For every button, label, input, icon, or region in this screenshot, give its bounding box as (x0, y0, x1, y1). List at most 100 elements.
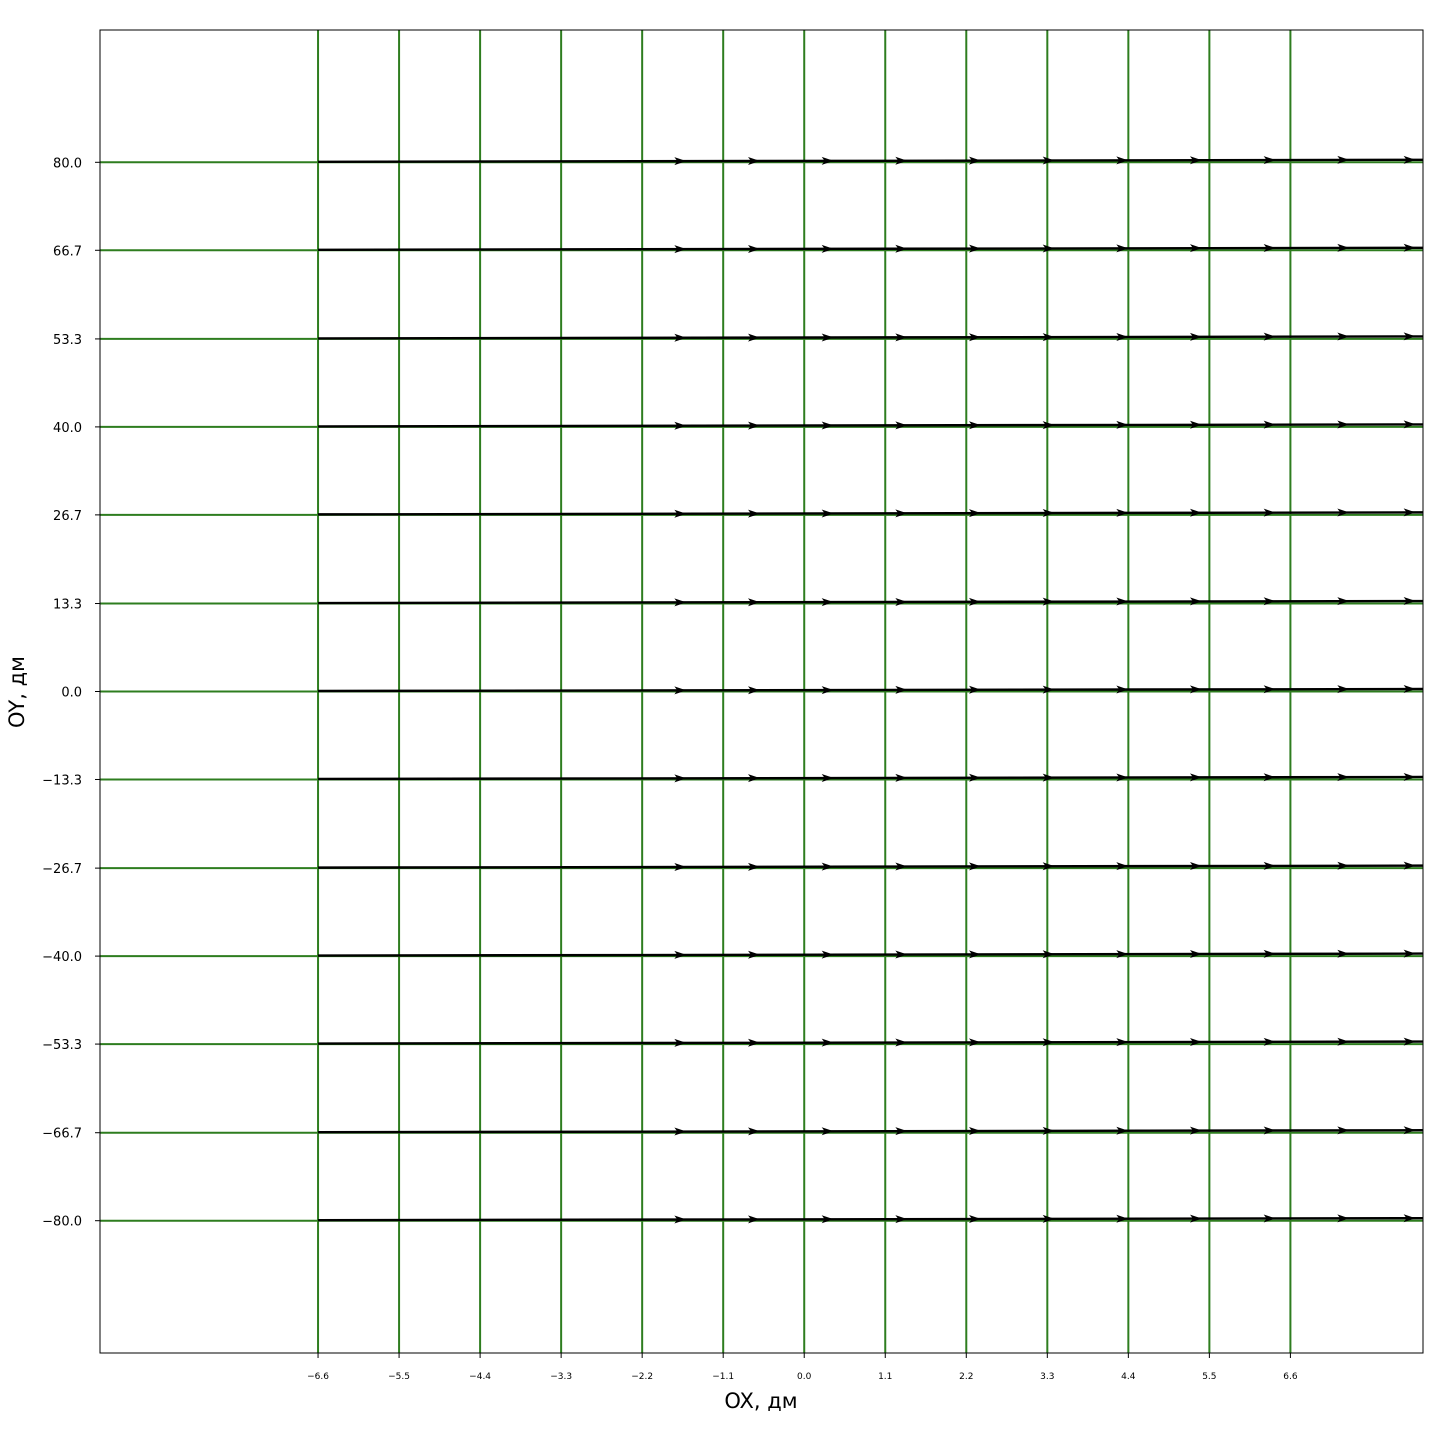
y-tick-label-6: 0.0 (61, 686, 82, 701)
arrow-head-12-3 (895, 1215, 908, 1224)
arrow-head-8-10 (1403, 861, 1416, 870)
arrow-head-8-4 (969, 862, 982, 871)
arrow-head-1-3 (895, 244, 908, 253)
y-tick-label-3: 40.0 (53, 421, 82, 436)
arrow-head-5-10 (1403, 597, 1416, 606)
arrow-head-7-0 (674, 774, 687, 783)
arrow-head-5-7 (1190, 597, 1203, 606)
x-tick-label-10: 4.4 (1121, 1372, 1136, 1382)
arrow-head-12-1 (748, 1215, 761, 1224)
arrow-head-7-6 (1116, 773, 1129, 782)
x-tick-label-1: −5.5 (388, 1372, 410, 1382)
arrow-head-4-9 (1337, 508, 1350, 517)
x-tick-label-2: −4.4 (469, 1372, 491, 1382)
arrow-head-12-0 (674, 1215, 687, 1224)
arrow-head-1-1 (748, 244, 761, 253)
y-tick-label-11: −66.7 (42, 1127, 82, 1142)
arrow-head-5-8 (1263, 597, 1276, 606)
arrow-head-7-10 (1403, 772, 1416, 781)
arrow-head-0-2 (821, 156, 834, 165)
streamline-1 (318, 246, 1424, 251)
arrow-head-11-10 (1403, 1126, 1416, 1135)
arrow-head-11-7 (1190, 1126, 1203, 1135)
arrow-head-3-1 (748, 421, 761, 430)
x-tick-label-9: 3.3 (1040, 1372, 1054, 1382)
arrow-head-3-2 (821, 421, 834, 430)
arrow-head-10-7 (1190, 1037, 1203, 1046)
arrow-head-9-1 (748, 950, 761, 959)
streamline-11 (318, 1129, 1424, 1134)
arrow-head-1-5 (1042, 244, 1055, 253)
arrow-head-6-9 (1337, 685, 1350, 694)
arrow-head-0-4 (969, 156, 982, 165)
x-tick-label-11: 5.5 (1202, 1372, 1216, 1382)
arrow-head-10-3 (895, 1038, 908, 1047)
arrow-head-4-10 (1403, 508, 1416, 517)
arrow-head-8-5 (1042, 862, 1055, 871)
y-tick-label-10: −53.3 (42, 1038, 82, 1053)
arrow-head-7-9 (1337, 773, 1350, 782)
arrow-head-5-3 (895, 597, 908, 606)
arrow-head-3-10 (1403, 420, 1416, 429)
arrow-head-12-6 (1116, 1214, 1129, 1223)
arrow-head-8-8 (1263, 861, 1276, 870)
streamline-10 (318, 1040, 1424, 1045)
arrow-head-5-0 (674, 598, 687, 607)
arrow-head-3-4 (969, 421, 982, 430)
arrow-head-9-6 (1116, 950, 1129, 959)
streamline-8 (318, 864, 1424, 869)
arrow-head-9-0 (674, 950, 687, 959)
arrow-head-2-0 (674, 333, 687, 342)
arrow-head-8-9 (1337, 861, 1350, 870)
arrow-head-11-2 (821, 1127, 834, 1136)
arrow-head-12-7 (1190, 1214, 1203, 1223)
arrow-head-12-9 (1337, 1214, 1350, 1223)
arrow-head-11-1 (748, 1127, 761, 1136)
arrow-head-1-7 (1190, 244, 1203, 253)
arrow-head-0-1 (748, 157, 761, 165)
x-tick-label-8: 2.2 (959, 1372, 973, 1382)
y-tick-label-7: −13.3 (42, 773, 82, 788)
arrow-head-8-2 (821, 862, 834, 871)
y-tick-label-12: −80.0 (42, 1215, 82, 1230)
arrow-head-5-1 (748, 598, 761, 607)
x-tick-label-5: −1.1 (712, 1372, 734, 1382)
arrow-head-0-8 (1263, 156, 1276, 165)
y-tick-label-5: 13.3 (53, 598, 82, 613)
arrow-head-2-8 (1263, 332, 1276, 341)
arrow-head-10-4 (969, 1038, 982, 1047)
arrow-head-9-7 (1190, 950, 1203, 958)
arrow-head-6-6 (1116, 685, 1129, 694)
streamline-4 (318, 511, 1424, 516)
arrow-head-11-6 (1116, 1126, 1129, 1135)
arrow-head-8-1 (748, 862, 761, 871)
x-tick-label-0: −6.6 (307, 1372, 329, 1382)
arrow-head-2-9 (1337, 332, 1350, 341)
arrow-head-8-3 (895, 862, 908, 871)
arrow-head-5-6 (1116, 597, 1129, 606)
arrow-head-12-8 (1263, 1214, 1276, 1223)
arrow-head-0-7 (1190, 156, 1203, 165)
arrow-head-3-3 (895, 421, 908, 430)
arrow-head-2-2 (821, 333, 834, 342)
streamline-0 (318, 158, 1424, 163)
arrow-head-4-4 (969, 509, 982, 518)
arrow-head-1-10 (1403, 243, 1416, 252)
arrow-head-4-5 (1042, 509, 1055, 518)
arrow-head-2-5 (1042, 333, 1055, 342)
arrow-head-10-9 (1337, 1037, 1350, 1046)
arrow-head-6-1 (748, 686, 761, 695)
arrow-head-12-4 (969, 1215, 982, 1223)
arrow-head-8-6 (1116, 862, 1129, 871)
arrow-head-1-2 (821, 244, 834, 253)
arrow-head-4-3 (895, 509, 908, 518)
arrow-head-11-9 (1337, 1126, 1350, 1135)
arrow-head-11-0 (674, 1127, 687, 1136)
arrow-head-6-0 (674, 686, 687, 695)
arrow-head-11-5 (1042, 1126, 1055, 1135)
y-tick-label-2: 53.3 (53, 333, 82, 348)
arrow-head-9-4 (969, 950, 982, 959)
arrow-head-4-1 (748, 509, 761, 518)
